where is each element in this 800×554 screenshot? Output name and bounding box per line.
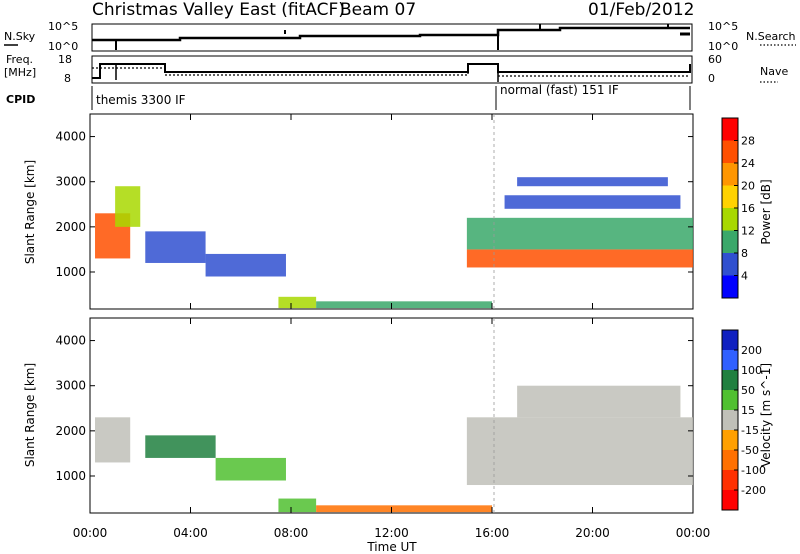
colorbar-tick-label: 20 — [741, 180, 755, 193]
power-ylabel: Slant Range [km] — [23, 160, 37, 264]
colorbar-tick-label: 16 — [741, 202, 755, 215]
colorbar-swatch — [722, 163, 738, 186]
power-ytick-label: 3000 — [55, 175, 86, 189]
x-tick-label: 08:00 — [274, 526, 309, 540]
power-echo-region — [316, 301, 492, 309]
nsearch-tick-top: 10^5 — [708, 20, 738, 33]
power-echo-region — [466, 217, 693, 250]
colorbar-tick-label: -200 — [741, 484, 766, 497]
freq-panel — [91, 55, 693, 84]
colorbar-swatch — [722, 430, 738, 451]
nsky-tick-top: 10^5 — [48, 20, 78, 33]
power-echo-region — [205, 253, 286, 277]
colorbar-tick-label: 8 — [741, 247, 748, 260]
power-echo-region — [466, 249, 693, 268]
velocity-colorbar: 200 100 50 15 -15 -50 -100 -200 — [721, 329, 766, 511]
velocity-ytick-label: 1000 — [55, 469, 86, 483]
x-tick-label: 00:00 — [73, 526, 108, 540]
freq-label-line1: Freq. — [6, 53, 33, 66]
beam-label: Beam 07 — [340, 0, 416, 20]
colorbar-swatch — [722, 140, 738, 164]
velocity-echo-region — [466, 417, 693, 486]
velocity-ylabel: Slant Range [km] — [23, 363, 37, 467]
power-panel: 4000 3000 2000 1000 — [55, 113, 694, 310]
colorbar-swatch — [722, 390, 738, 411]
x-axis-label: Time UT — [366, 540, 417, 554]
velocity-echo-region — [517, 385, 681, 418]
velocity-ytick-label: 2000 — [55, 424, 86, 438]
nsearch-label: N.Search — [746, 30, 796, 43]
power-colorbar: 28 24 20 16 12 8 4 — [721, 117, 755, 299]
colorbar-tick-label: -50 — [741, 444, 759, 457]
colorbar-swatch — [722, 185, 738, 209]
colorbar-swatch — [722, 490, 738, 511]
date-label: 01/Feb/2012 — [588, 0, 694, 20]
colorbar-swatch — [722, 230, 738, 254]
power-echo-region — [145, 231, 206, 263]
colorbar-tick-label: -100 — [741, 464, 766, 477]
x-tick-label: 20:00 — [575, 526, 610, 540]
freq-tick-top: 18 — [58, 53, 72, 66]
power-ytick-label: 1000 — [55, 265, 86, 279]
nsky-panel — [91, 23, 693, 52]
colorbar-tick-label: 4 — [741, 270, 748, 283]
power-echo-region — [115, 186, 141, 227]
station-title: Christmas Valley East (fitACF) — [92, 0, 345, 20]
power-echo-region — [504, 195, 681, 209]
colorbar-swatch — [722, 330, 738, 351]
colorbar-swatch — [722, 350, 738, 371]
velocity-ytick-label: 4000 — [55, 334, 86, 348]
colorbar-swatch — [722, 208, 738, 231]
colorbar-swatch — [722, 118, 738, 141]
velocity-echo-region — [95, 417, 131, 463]
colorbar-tick-label: 24 — [741, 157, 755, 170]
colorbar-tick-label: 12 — [741, 225, 755, 238]
colorbar-swatch — [722, 275, 738, 299]
colorbar-swatch — [722, 253, 738, 276]
colorbar-tick-label: 28 — [741, 135, 755, 148]
power-ytick-label: 2000 — [55, 220, 86, 234]
x-tick-label: 12:00 — [374, 526, 409, 540]
power-colorbar-label: Power [dB] — [759, 179, 773, 244]
nave-label: Nave — [760, 65, 788, 78]
velocity-echo-region — [145, 435, 216, 458]
velocity-panel: 4000 3000 2000 1000 — [55, 317, 694, 514]
x-tick-label: 16:00 — [475, 526, 510, 540]
colorbar-tick-label: -15 — [741, 424, 759, 437]
x-tick-label: 00:00 — [676, 526, 711, 540]
colorbar-tick-label: 50 — [741, 384, 755, 397]
nsearch-tick-bottom: 10^0 — [708, 40, 738, 53]
colorbar-swatch — [722, 450, 738, 471]
nsky-tick-bottom: 10^0 — [48, 40, 78, 53]
velocity-colorbar-label: Velocity [m s^-1] — [759, 363, 773, 467]
power-echo-region — [517, 177, 668, 187]
cpid-label: CPID — [6, 93, 35, 106]
cpid-mode-themis: themis 3300 IF — [96, 93, 186, 107]
x-tick-label: 04:00 — [173, 526, 208, 540]
cpid-mode-normal: normal (fast) 151 IF — [500, 83, 619, 97]
velocity-echo-region — [215, 457, 286, 481]
colorbar-swatch — [722, 410, 738, 431]
colorbar-tick-label: 100 — [741, 364, 762, 377]
power-echo-region — [278, 296, 317, 309]
freq-label-line2: [MHz] — [4, 66, 36, 79]
colorbar-tick-label: 15 — [741, 404, 755, 417]
velocity-echo-region — [316, 505, 492, 513]
velocity-ytick-label: 3000 — [55, 379, 86, 393]
x-axis: 00:00 04:00 08:00 12:00 16:00 20:00 00:00 — [73, 114, 711, 540]
velocity-echo-region — [278, 498, 317, 513]
power-ytick-label: 4000 — [55, 130, 86, 144]
nave-tick-bottom: 0 — [708, 72, 715, 85]
nsky-label: N.Sky — [4, 30, 36, 43]
nave-tick-top: 60 — [708, 53, 722, 66]
colorbar-swatch — [722, 370, 738, 391]
colorbar-tick-label: 200 — [741, 344, 762, 357]
colorbar-swatch — [722, 470, 738, 491]
freq-tick-bottom: 8 — [64, 72, 71, 85]
